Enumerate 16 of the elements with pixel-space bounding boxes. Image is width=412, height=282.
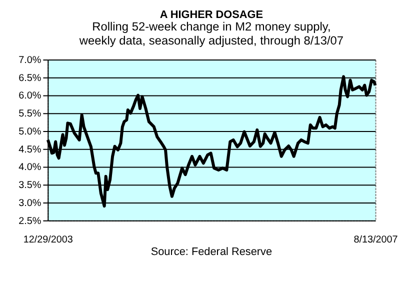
y-tick-label: 2.5% (18, 216, 42, 227)
y-tick-label: 7.0% (18, 55, 42, 66)
x-tick-label: 8/13/2007 (354, 234, 398, 246)
y-tick-label: 5.0% (18, 126, 42, 138)
y-tick-label: 5.5% (18, 108, 42, 120)
y-tick-label: 4.5% (18, 144, 42, 156)
y-tick-label: 6.0% (18, 90, 42, 102)
y-tick-label: 3.0% (18, 198, 42, 209)
text: Rolling 52-week change in M2 money supply, (92, 20, 331, 34)
y-tick-label: 3.5% (18, 180, 42, 192)
chart-title: A HIGHER DOSAGE (160, 8, 264, 21)
source-note: Source: Federal Reserve (150, 246, 272, 258)
y-tick-label: 4.0% (18, 162, 42, 174)
x-tick-label: 12/29/2003 (23, 234, 74, 246)
y-tick-label: 6.5% (18, 72, 42, 84)
text: weekly data, seasonally adjusted, through 8/13/07 (79, 34, 344, 48)
